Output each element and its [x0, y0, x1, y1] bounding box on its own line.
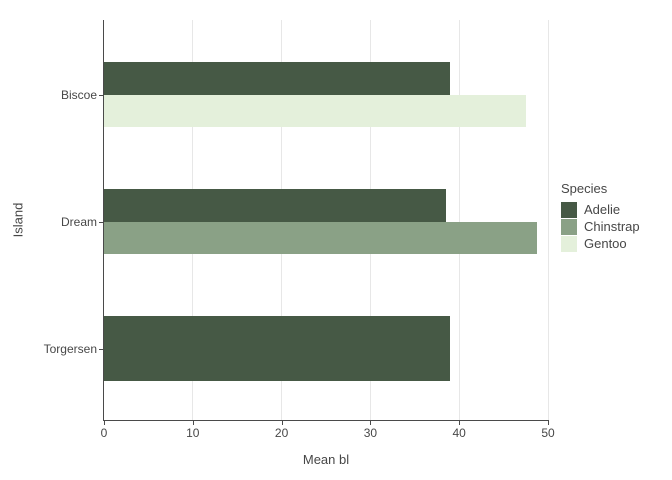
x-tick-label-0: 0 [100, 426, 108, 440]
legend: Species Adelie Chinstrap Gentoo [561, 181, 640, 252]
x-tick-label-40: 40 [452, 426, 466, 440]
legend-label-adelie: Adelie [584, 202, 621, 217]
legend-row-chinstrap: Chinstrap [561, 218, 640, 235]
y-tick-mark-torgersen [99, 348, 104, 350]
legend-label-chinstrap: Chinstrap [584, 219, 640, 234]
y-tick-label-dream: Dream [60, 214, 97, 229]
legend-title: Species [561, 181, 608, 196]
x-tick-label-10: 10 [186, 426, 200, 440]
legend-row-gentoo: Gentoo [561, 235, 640, 252]
x-tick-mark-30 [370, 421, 372, 425]
gridline-x-50 [547, 20, 549, 420]
legend-row-adelie: Adelie [561, 201, 640, 218]
y-axis-line [103, 20, 104, 420]
y-tick-mark-biscoe [99, 94, 104, 96]
bar-dream-adelie [104, 189, 446, 222]
x-tick-label-50: 50 [541, 426, 555, 440]
x-tick-mark-10 [192, 421, 194, 425]
x-tick-mark-20 [281, 421, 283, 425]
legend-swatch-chinstrap [561, 218, 577, 235]
x-tick-label-20: 20 [274, 426, 289, 440]
x-tick-mark-40 [459, 421, 461, 425]
legend-swatch-adelie [561, 201, 577, 218]
legend-entries: Adelie Chinstrap Gentoo [561, 201, 640, 252]
bar-dream-chinstrap [104, 221, 538, 254]
x-axis-line [103, 420, 549, 421]
legend-swatch-gentoo [561, 235, 577, 252]
y-tick-mark-dream [99, 221, 104, 223]
y-tick-label-biscoe: Biscoe [60, 87, 97, 102]
bar-biscoe-gentoo [104, 94, 526, 127]
x-tick-label-30: 30 [363, 426, 378, 440]
plot-panel [104, 20, 549, 420]
bar-biscoe-adelie [104, 62, 451, 95]
gridline-x-40 [458, 20, 460, 420]
bar-torgersen-adelie [104, 316, 451, 381]
x-axis-title: Mean bl [302, 452, 350, 467]
x-tick-mark-50 [548, 421, 549, 425]
y-tick-label-torgersen: Torgersen [43, 341, 97, 356]
legend-label-gentoo: Gentoo [584, 236, 627, 251]
x-tick-mark-0 [104, 421, 105, 425]
